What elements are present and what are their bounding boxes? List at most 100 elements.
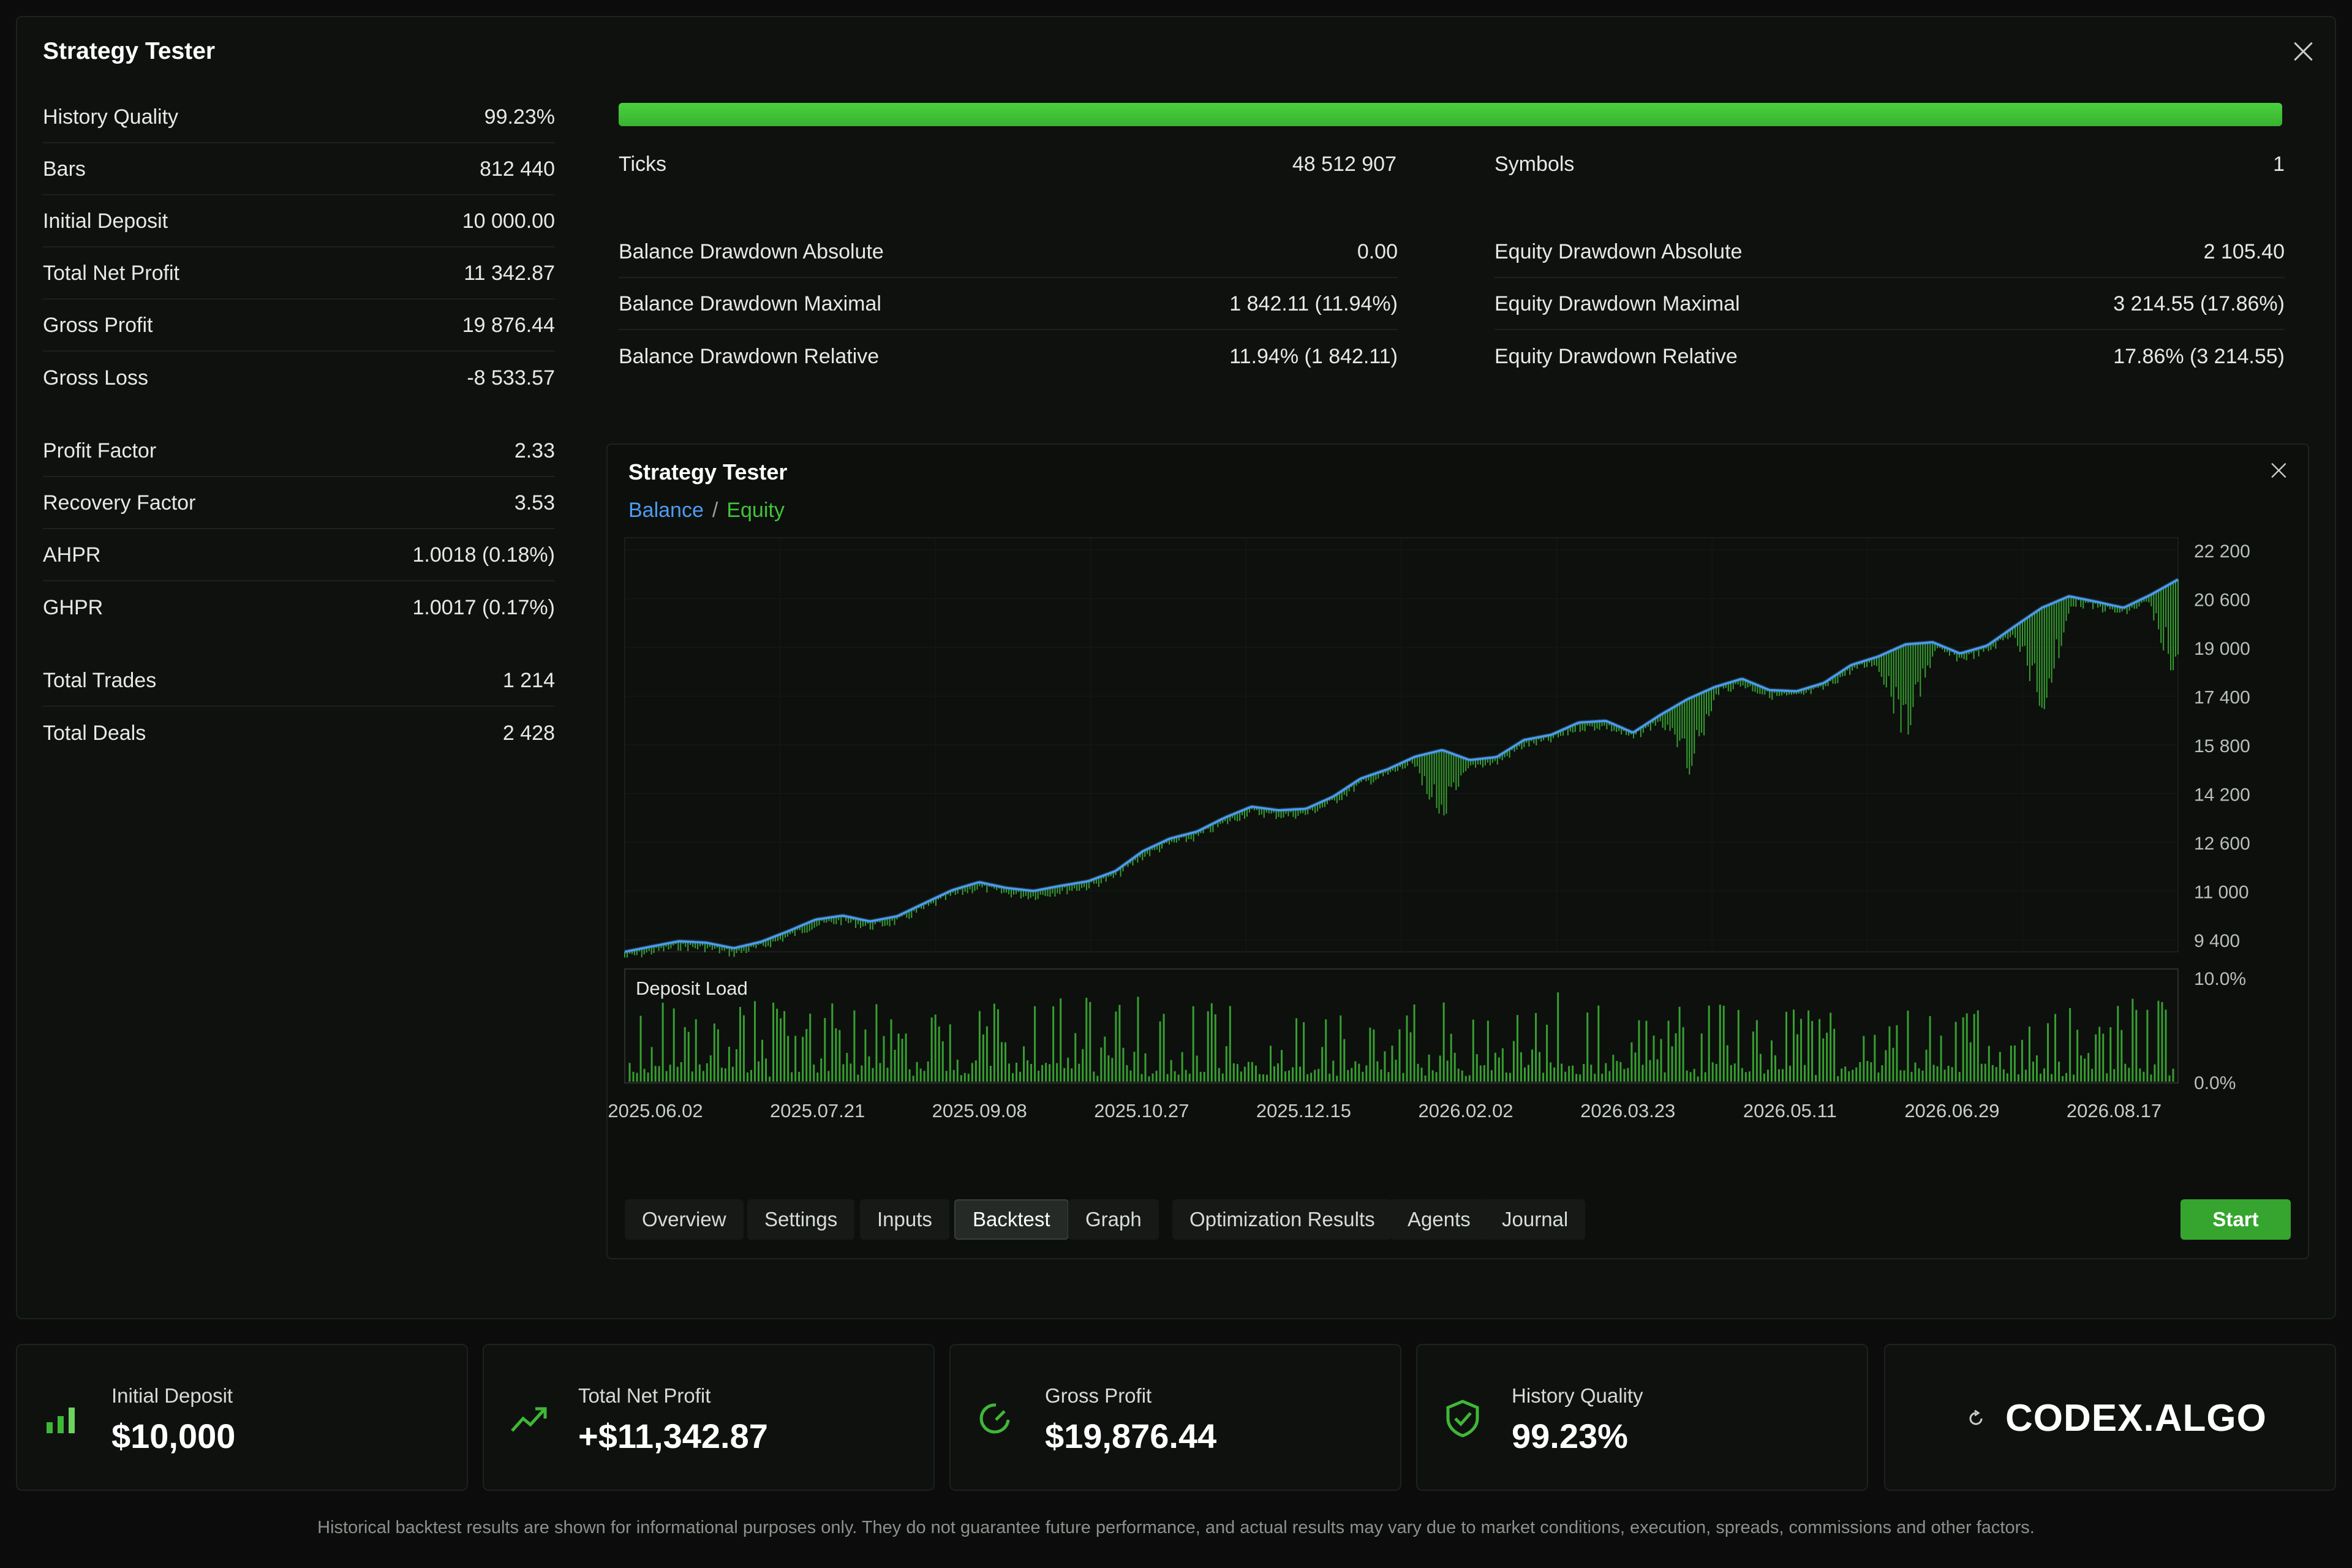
card-value: $19,876.44 bbox=[1045, 1417, 1217, 1455]
balance-line bbox=[624, 578, 2179, 953]
stat-value: 99.23% bbox=[484, 105, 555, 129]
stat-value: 2 428 bbox=[502, 721, 555, 745]
chart-legend: Balance / Equity bbox=[628, 499, 785, 522]
drawdown-label: Balance Drawdown Absolute bbox=[619, 239, 884, 263]
stat-row: AHPR 1.0018 (0.18%) bbox=[43, 530, 555, 581]
card-value: $10,000 bbox=[111, 1417, 236, 1455]
progress-fill bbox=[619, 103, 2282, 126]
stat-label: Total Net Profit bbox=[43, 261, 179, 285]
stat-row: Total Net Profit 11 342.87 bbox=[43, 248, 555, 300]
drawdown-value: 1 842.11 (11.94%) bbox=[1229, 292, 1398, 315]
stat-row: Initial Deposit 10 000.00 bbox=[43, 196, 555, 247]
stat-label: AHPR bbox=[43, 543, 101, 567]
deposit-load-tick: 0.0% bbox=[2194, 1073, 2236, 1093]
stat-label: Profit Factor bbox=[43, 439, 157, 462]
stat-row: Total Deals 2 428 bbox=[43, 707, 555, 759]
stat-value: 2.33 bbox=[514, 439, 555, 462]
legend-balance[interactable]: Balance bbox=[628, 499, 704, 522]
stat-value: 812 440 bbox=[480, 157, 555, 181]
legend-equity[interactable]: Equity bbox=[726, 499, 785, 522]
tab-settings[interactable]: Settings bbox=[747, 1199, 855, 1240]
deposit-load-title: Deposit Load bbox=[636, 978, 748, 999]
tab-overview[interactable]: Overview bbox=[625, 1199, 744, 1240]
trend-up-icon bbox=[511, 1407, 547, 1432]
x-tick-label: 2026.02.02 bbox=[1418, 1100, 1513, 1121]
drawdown-label: Equity Drawdown Relative bbox=[1494, 344, 1738, 368]
equity-drawdown-row: Equity Drawdown Relative 17.86% (3 214.55… bbox=[1494, 331, 2285, 382]
progress-bar bbox=[619, 103, 2282, 126]
x-tick-label: 2026.08.17 bbox=[2067, 1100, 2162, 1121]
tab-inputs[interactable]: Inputs bbox=[860, 1199, 949, 1240]
balance-drawdown-row: Balance Drawdown Relative 11.94% (1 842.1… bbox=[619, 331, 1398, 382]
brand-name: CODEX.ALGO bbox=[2005, 1397, 2267, 1439]
x-tick-label: 2026.06.29 bbox=[1904, 1100, 1999, 1121]
x-tick-label: 2026.03.23 bbox=[1580, 1100, 1675, 1121]
drawdown-value: 17.86% (3 214.55) bbox=[2113, 344, 2285, 368]
x-tick-label: 2025.10.27 bbox=[1094, 1100, 1189, 1121]
card-label: Initial Deposit bbox=[111, 1384, 233, 1407]
start-button[interactable]: Start bbox=[2180, 1199, 2291, 1240]
card-label: History Quality bbox=[1512, 1384, 1643, 1407]
stat-row: Total Trades 1 214 bbox=[43, 655, 555, 707]
refresh-icon bbox=[1969, 1409, 1983, 1425]
page-title: Strategy Tester bbox=[43, 38, 216, 64]
drawdown-value: 0.00 bbox=[1357, 239, 1398, 263]
tab-optimization-results[interactable]: Optimization Results bbox=[1172, 1199, 1392, 1240]
brand-card: CODEX.ALGO bbox=[1884, 1344, 2336, 1491]
deposit-load-area bbox=[624, 968, 2179, 1084]
stat-label: Bars bbox=[43, 157, 86, 181]
y-tick-label: 22 200 bbox=[2194, 541, 2250, 562]
summary-card: History Quality 99.23% bbox=[1416, 1344, 1868, 1491]
stat-value: 1.0018 (0.18%) bbox=[412, 543, 556, 567]
x-tick-label: 2026.05.11 bbox=[1743, 1100, 1837, 1121]
symbols-label: Symbols bbox=[1494, 152, 1575, 176]
shield-check-icon bbox=[1446, 1400, 1479, 1438]
deposit-load-tick: 10.0% bbox=[2194, 969, 2246, 989]
drawdown-label: Balance Drawdown Relative bbox=[619, 344, 880, 368]
stat-label: Gross Loss bbox=[43, 366, 148, 390]
chart-title: Strategy Tester bbox=[628, 459, 788, 484]
stat-value: 3.53 bbox=[514, 491, 555, 514]
drawdown-value: 2 105.40 bbox=[2203, 239, 2285, 263]
tab-backtest[interactable]: Backtest bbox=[954, 1199, 1069, 1240]
x-tick-label: 2025.07.21 bbox=[770, 1100, 865, 1121]
stat-label: Total Deals bbox=[43, 721, 146, 745]
drawdown-value: 3 214.55 (17.86%) bbox=[2113, 292, 2285, 315]
summary-card: Initial Deposit $10,000 bbox=[16, 1344, 468, 1491]
tab-graph[interactable]: Graph bbox=[1068, 1199, 1159, 1240]
summary-card: Gross Profit $19,876.44 bbox=[949, 1344, 1401, 1491]
stat-value: 11 342.87 bbox=[464, 261, 555, 285]
stat-row: GHPR 1.0017 (0.17%) bbox=[43, 582, 555, 633]
equity-drawdown-row: Equity Drawdown Absolute 2 105.40 bbox=[1494, 227, 2285, 278]
ticks-value: 48 512 907 bbox=[1292, 152, 1396, 176]
equity-drawdown-row: Equity Drawdown Maximal 3 214.55 (17.86%) bbox=[1494, 279, 2285, 330]
stat-label: History Quality bbox=[43, 105, 179, 129]
symbols-value: 1 bbox=[2273, 152, 2285, 176]
balance-drawdown-row: Balance Drawdown Maximal 1 842.11 (11.94%… bbox=[619, 279, 1398, 330]
tab-agents[interactable]: Agents bbox=[1390, 1199, 1488, 1240]
stat-label: GHPR bbox=[43, 595, 104, 619]
card-value: +$11,342.87 bbox=[578, 1417, 768, 1455]
stat-label: Initial Deposit bbox=[43, 209, 168, 233]
drawdown-value: 11.94% (1 842.11) bbox=[1229, 344, 1398, 368]
drawdown-label: Equity Drawdown Absolute bbox=[1494, 239, 1743, 263]
y-tick-label: 20 600 bbox=[2194, 590, 2250, 610]
stat-row: Bars 812 440 bbox=[43, 144, 555, 195]
bar-chart-icon bbox=[47, 1408, 75, 1433]
y-tick-label: 17 400 bbox=[2194, 687, 2250, 707]
card-label: Total Net Profit bbox=[578, 1384, 711, 1407]
stat-label: Recovery Factor bbox=[43, 491, 196, 514]
x-tick-label: 2025.09.08 bbox=[932, 1100, 1027, 1121]
x-tick-label: 2025.12.15 bbox=[1256, 1100, 1351, 1121]
stat-row: History Quality 99.23% bbox=[43, 92, 555, 143]
ticks-label: Ticks bbox=[619, 152, 667, 176]
card-label: Gross Profit bbox=[1045, 1384, 1152, 1407]
drawdown-label: Balance Drawdown Maximal bbox=[619, 292, 881, 315]
symbols-row: Symbols 1 bbox=[1494, 138, 2285, 190]
stat-label: Gross Profit bbox=[43, 313, 153, 337]
disclaimer: Historical backtest results are shown fo… bbox=[317, 1518, 2035, 1537]
drawdown-label: Equity Drawdown Maximal bbox=[1494, 292, 1740, 315]
y-tick-label: 12 600 bbox=[2194, 834, 2250, 854]
tab-journal[interactable]: Journal bbox=[1485, 1199, 1586, 1240]
